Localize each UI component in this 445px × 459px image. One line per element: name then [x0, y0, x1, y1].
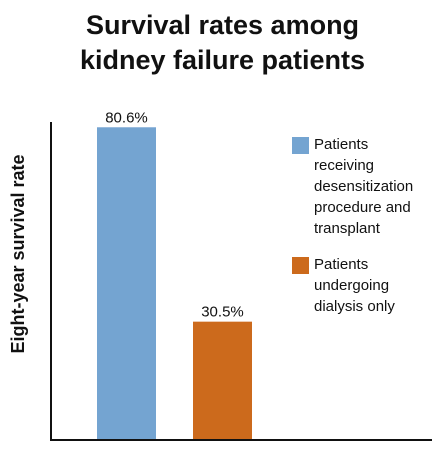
chart-title-line-2: kidney failure patients [79, 45, 366, 75]
bar-dialysis [193, 321, 252, 440]
bar-transplant [97, 127, 156, 440]
legend-swatch-transplant [292, 137, 309, 154]
legend-line: dialysis only [314, 298, 395, 315]
legend-line: desensitization [314, 178, 414, 195]
legend-line: Patients [314, 256, 369, 273]
legend-line: transplant [314, 220, 380, 237]
legend-line: undergoing [314, 277, 390, 294]
chart-title: Survival rates among kidney failure pati… [0, 8, 445, 78]
legend-swatch-dialysis [292, 257, 309, 274]
bar-value-label-transplant: 80.6% [105, 109, 148, 126]
bar-value-label-dialysis: 30.5% [201, 304, 244, 321]
legend-line: Patients [314, 136, 369, 153]
legend-label-transplant: Patients receiving desensitization proce… [314, 134, 442, 239]
legend-line: procedure and [314, 199, 411, 216]
legend-line: receiving [314, 157, 375, 174]
legend-label-dialysis: Patients undergoing dialysis only [314, 254, 442, 317]
chart-title-line-1: Survival rates among [85, 10, 360, 40]
